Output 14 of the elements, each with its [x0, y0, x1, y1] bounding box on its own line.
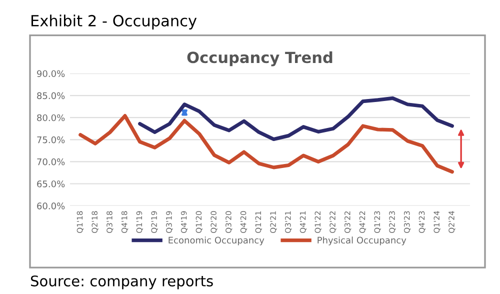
y-tick-label: 75.0%: [37, 136, 65, 144]
y-tick-label: 65.0%: [37, 180, 65, 188]
legend-label: Physical Occupancy: [318, 236, 406, 246]
y-tick-label: 60.0%: [37, 202, 65, 210]
line-series: [138, 96, 454, 142]
legend-label: Economic Occupancy: [168, 236, 264, 246]
source-note: Source: company reports: [30, 275, 213, 290]
chart-title: Exhibit 2 - Occupancy: [32, 14, 197, 30]
line-series: [78, 114, 454, 174]
chart-subtitle: Occupancy Trend: [187, 51, 332, 66]
y-tick-label: 80.0%: [37, 114, 65, 122]
y-tick-label: 90.0%: [37, 70, 65, 78]
y-tick-label: 70.0%: [37, 158, 65, 166]
y-tick-label: 85.0%: [37, 92, 65, 100]
